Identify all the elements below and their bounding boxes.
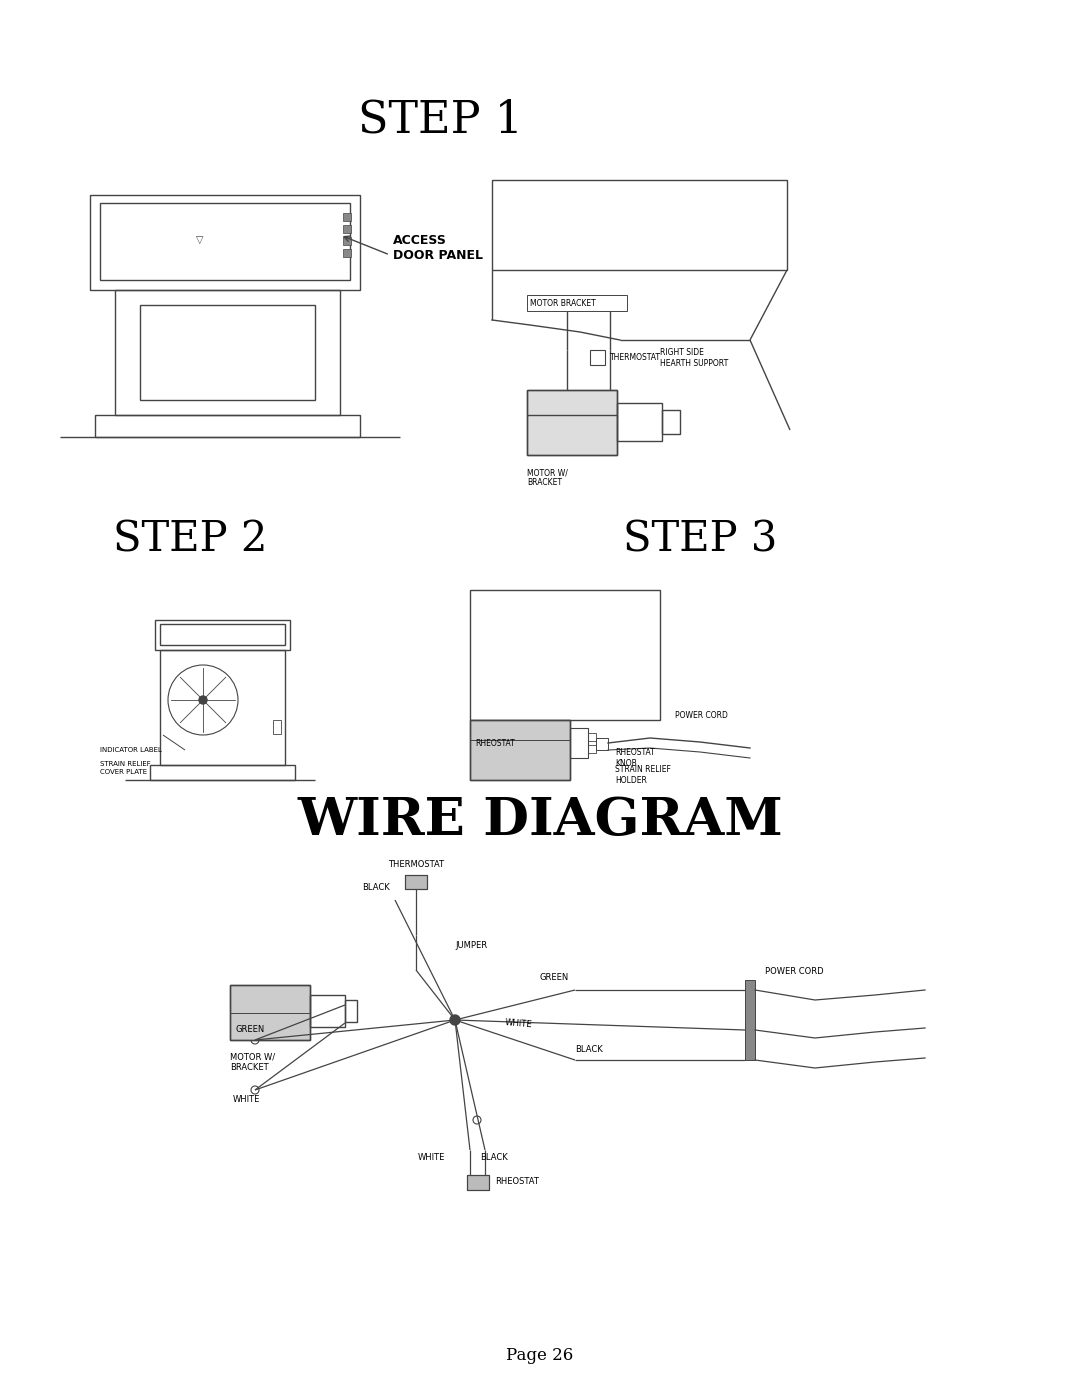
- Bar: [527, 295, 627, 312]
- Bar: [596, 738, 608, 750]
- Bar: [160, 624, 285, 645]
- Text: BLACK: BLACK: [362, 883, 390, 893]
- Bar: [470, 590, 660, 719]
- Bar: [150, 766, 295, 780]
- Text: STEP 3: STEP 3: [623, 520, 778, 562]
- Bar: [230, 985, 310, 1039]
- Text: RHEOSTAT: RHEOSTAT: [495, 1178, 539, 1186]
- Bar: [527, 390, 617, 455]
- Bar: [345, 1000, 357, 1023]
- Text: Page 26: Page 26: [507, 1347, 573, 1363]
- Bar: [588, 733, 596, 740]
- Text: JUMPER: JUMPER: [455, 940, 487, 950]
- Circle shape: [199, 696, 207, 704]
- Bar: [570, 728, 588, 759]
- Text: STEP 2: STEP 2: [112, 520, 267, 562]
- Text: MOTOR BRACKET: MOTOR BRACKET: [530, 299, 596, 307]
- Text: WHITE: WHITE: [505, 1018, 534, 1030]
- Bar: [467, 1175, 489, 1190]
- Text: BLACK: BLACK: [480, 1154, 508, 1162]
- Text: WIRE DIAGRAM: WIRE DIAGRAM: [297, 795, 783, 845]
- Bar: [343, 225, 351, 233]
- Bar: [140, 305, 315, 400]
- Text: MOTOR W/
BRACKET: MOTOR W/ BRACKET: [230, 1053, 275, 1073]
- Text: GREEN: GREEN: [235, 1025, 265, 1035]
- Text: POWER CORD: POWER CORD: [675, 711, 728, 719]
- Text: RHEOSTAT
KNOB: RHEOSTAT KNOB: [615, 749, 654, 768]
- Bar: [160, 650, 285, 766]
- Bar: [527, 390, 617, 455]
- Bar: [343, 249, 351, 257]
- Circle shape: [450, 1016, 460, 1025]
- Bar: [745, 981, 755, 1060]
- Bar: [100, 203, 350, 279]
- Bar: [467, 1175, 489, 1190]
- Bar: [95, 415, 360, 437]
- Bar: [492, 180, 787, 270]
- Text: ▽: ▽: [197, 235, 204, 244]
- Text: RHEOSTAT: RHEOSTAT: [475, 739, 515, 747]
- Text: INDICATOR LABEL: INDICATOR LABEL: [100, 747, 162, 753]
- Bar: [90, 196, 360, 291]
- Bar: [590, 351, 605, 365]
- Text: RIGHT SIDE
HEARTH SUPPORT: RIGHT SIDE HEARTH SUPPORT: [660, 348, 728, 367]
- Text: MOTOR W/
BRACKET: MOTOR W/ BRACKET: [527, 468, 568, 488]
- Text: THERMOSTAT: THERMOSTAT: [388, 861, 444, 869]
- Text: STEP 1: STEP 1: [357, 98, 523, 141]
- Bar: [617, 402, 662, 441]
- Text: STRAIN RELIEF
COVER PLATE: STRAIN RELIEF COVER PLATE: [100, 761, 151, 774]
- Bar: [405, 875, 427, 888]
- Bar: [156, 620, 291, 650]
- Text: GREEN: GREEN: [540, 974, 569, 982]
- Text: WHITE: WHITE: [418, 1154, 445, 1162]
- Bar: [662, 409, 680, 434]
- Text: ACCESS
DOOR PANEL: ACCESS DOOR PANEL: [393, 235, 483, 263]
- Text: WHITE: WHITE: [232, 1095, 260, 1105]
- Text: THERMOSTAT: THERMOSTAT: [610, 353, 661, 362]
- Bar: [343, 212, 351, 221]
- Bar: [230, 985, 310, 1039]
- Bar: [588, 745, 596, 753]
- Bar: [470, 719, 570, 780]
- Bar: [405, 875, 427, 888]
- Bar: [273, 719, 281, 733]
- Text: BLACK: BLACK: [575, 1045, 603, 1055]
- Bar: [310, 995, 345, 1027]
- Bar: [114, 291, 340, 415]
- Bar: [470, 719, 570, 780]
- Bar: [343, 237, 351, 244]
- Text: STRAIN RELIEF
HOLDER: STRAIN RELIEF HOLDER: [615, 766, 671, 785]
- Text: POWER CORD: POWER CORD: [765, 968, 824, 977]
